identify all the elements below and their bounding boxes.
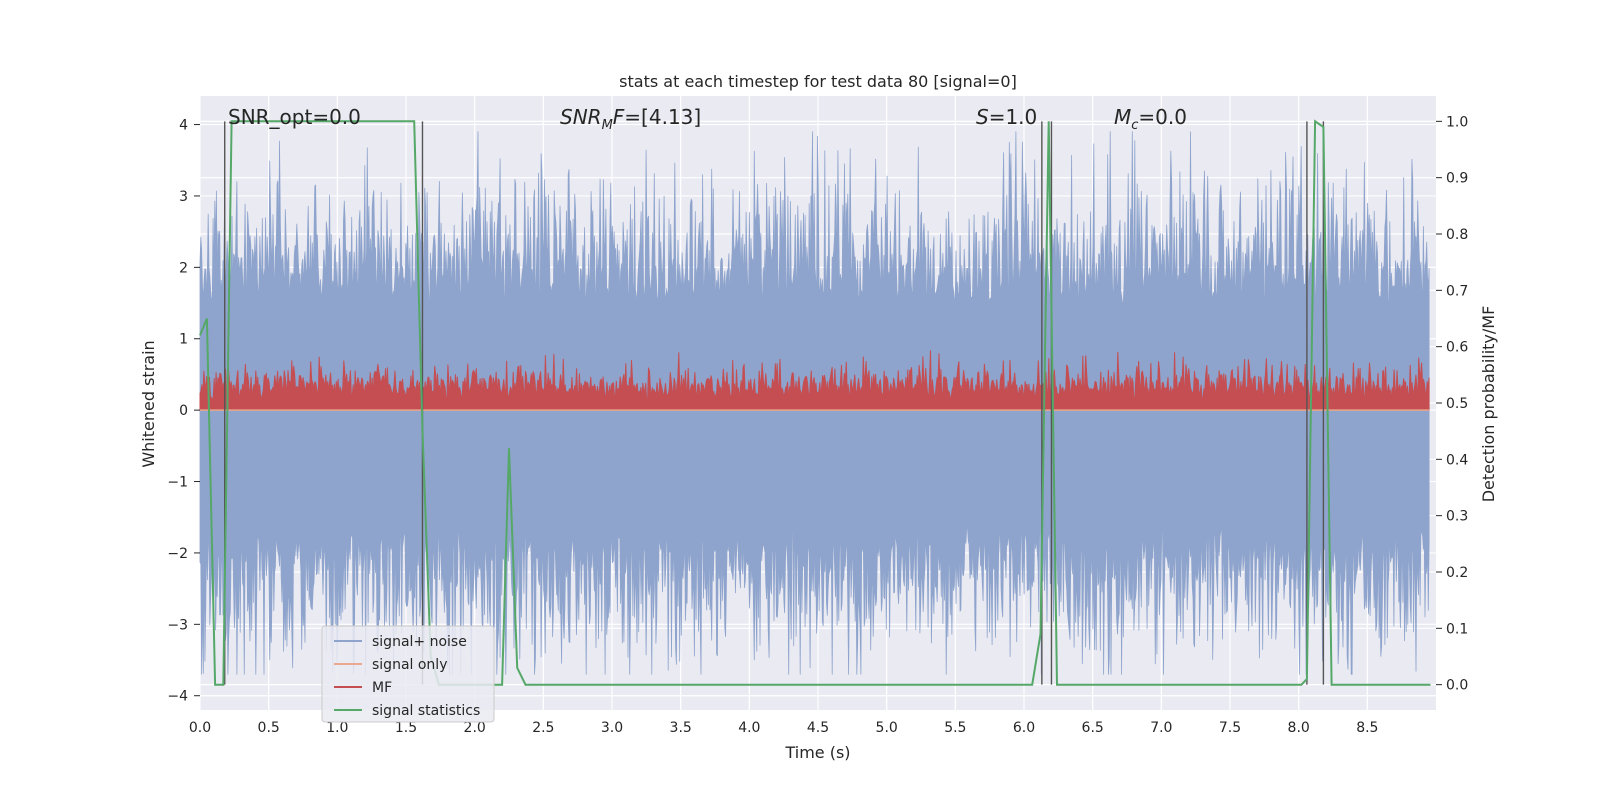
snr-mf-annotation: SNRMF=[4.13] bbox=[560, 105, 701, 133]
legend-entry-stat-label: signal statistics bbox=[372, 703, 480, 719]
s-symbol: S bbox=[976, 105, 989, 129]
y-right-tick-label: 0.4 bbox=[1446, 452, 1468, 468]
x-tick-label: 5.0 bbox=[876, 720, 898, 736]
x-axis-ticks: 0.0 0.5 1.0 1.5 2.0 2.5 3.0 3.5 4.0 4.5 5.0 5.5 6.0 6… bbox=[189, 720, 1379, 736]
x-tick-label: 2.0 bbox=[464, 720, 486, 736]
y-right-tick-label: 0.1 bbox=[1446, 621, 1468, 637]
y-tick-label: 3 bbox=[179, 189, 188, 205]
y-axis-label: Whitened strain bbox=[139, 340, 158, 467]
x-tick-label: 3.0 bbox=[601, 720, 623, 736]
y-tick-label: 2 bbox=[179, 260, 188, 276]
y-right-tick-label: 1.0 bbox=[1446, 114, 1468, 130]
y-tick-label: 0 bbox=[179, 403, 188, 419]
snr-mf-subscript: M bbox=[602, 118, 613, 133]
signal-statistics-series bbox=[199, 119, 1431, 686]
mc-subscript: c bbox=[1131, 118, 1138, 133]
y-right-tick-label: 0.0 bbox=[1446, 678, 1468, 694]
y-right-tick-label: 0.2 bbox=[1446, 565, 1468, 581]
x-tick-label: 3.5 bbox=[670, 720, 692, 736]
x-tick-label: 0.5 bbox=[258, 720, 280, 736]
x-tick-label: 1.5 bbox=[395, 720, 417, 736]
x-tick-label: 0.0 bbox=[189, 720, 211, 736]
mf-series bbox=[199, 350, 1430, 411]
x-tick-label: 6.0 bbox=[1013, 720, 1035, 736]
x-tick-label: 4.5 bbox=[807, 720, 829, 736]
y-right-tick-label: 0.5 bbox=[1446, 396, 1468, 412]
chart-title: stats at each timestep for test data 80 … bbox=[619, 72, 1017, 91]
mc-value: =0.0 bbox=[1138, 105, 1187, 129]
y-tick-label: −3 bbox=[167, 617, 188, 633]
annotations: SNR_opt=0.0 SNRMF=[4.13] S=1.0 Mc=0.0 bbox=[228, 105, 1187, 133]
y-right-tick-label: 0.3 bbox=[1446, 509, 1468, 525]
mc-annotation: Mc=0.0 bbox=[1114, 105, 1187, 133]
legend-entry-noise-label: signal+ noise bbox=[372, 634, 467, 650]
legend: signal+ noise signal only MF signal statist… bbox=[321, 625, 495, 723]
y-tick-label: −1 bbox=[167, 475, 188, 491]
legend-entry-mf-label: MF bbox=[372, 680, 392, 696]
y-axis-ticks: 4 3 2 1 0 −1 −2 −3 −4 bbox=[167, 118, 200, 705]
snr-mf-symbol: SNR bbox=[560, 105, 602, 129]
snr-mf-f: F bbox=[613, 105, 625, 129]
y-tick-label: −2 bbox=[167, 546, 188, 562]
y-axis-right-label: Detection probability/MF bbox=[1479, 306, 1498, 503]
snr-opt-annotation: SNR_opt=0.0 bbox=[228, 105, 361, 129]
s-value: =1.0 bbox=[989, 105, 1038, 129]
x-tick-label: 1.0 bbox=[326, 720, 348, 736]
x-tick-label: 2.5 bbox=[532, 720, 554, 736]
x-tick-label: 8.0 bbox=[1288, 720, 1310, 736]
x-tick-label: 6.5 bbox=[1082, 720, 1104, 736]
x-tick-label: 4.0 bbox=[738, 720, 760, 736]
mf-line bbox=[199, 350, 1430, 411]
snr-mf-rest: =[4.13] bbox=[624, 105, 701, 129]
y-axis-right-ticks: 1.0 0.9 0.8 0.7 0.6 0.5 0.4 0.3 0.2 0.1 0.0 bbox=[1436, 114, 1468, 694]
y-tick-label: 4 bbox=[179, 118, 188, 134]
x-tick-label: 5.5 bbox=[944, 720, 966, 736]
y-tick-label: −4 bbox=[167, 689, 188, 705]
snr-mf-value: F=[4.13] bbox=[613, 105, 701, 129]
legend-box bbox=[321, 625, 495, 723]
y-right-tick-label: 0.6 bbox=[1446, 340, 1468, 356]
s-annotation: S=1.0 bbox=[976, 105, 1037, 129]
x-tick-label: 7.5 bbox=[1219, 720, 1241, 736]
signal-statistics-line bbox=[199, 119, 1431, 686]
x-tick-label: 8.5 bbox=[1356, 720, 1378, 736]
y-right-tick-label: 0.8 bbox=[1446, 227, 1468, 243]
mc-symbol: M bbox=[1114, 105, 1131, 129]
legend-entry-signal-label: signal only bbox=[372, 657, 447, 673]
y-right-tick-label: 0.7 bbox=[1446, 283, 1468, 299]
x-tick-label: 7.0 bbox=[1150, 720, 1172, 736]
y-right-tick-label: 0.9 bbox=[1446, 171, 1468, 187]
y-tick-label: 1 bbox=[179, 332, 188, 348]
x-axis-label: Time (s) bbox=[784, 743, 850, 762]
